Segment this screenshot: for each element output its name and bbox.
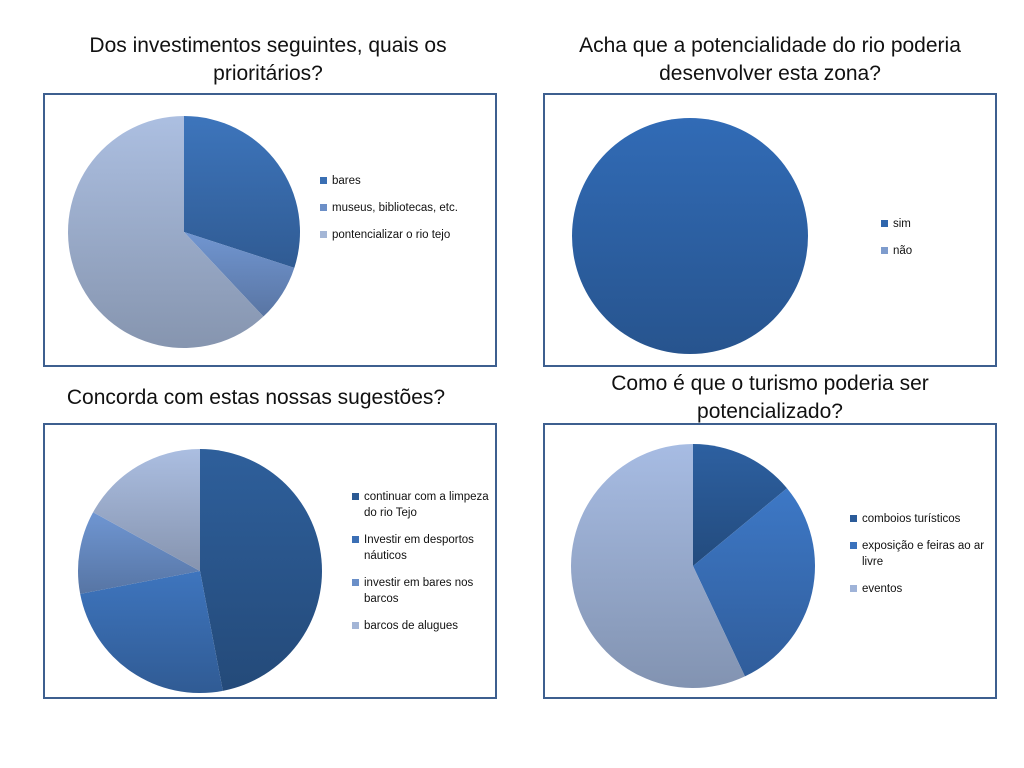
- chart-4-legend-swatch-3: [850, 585, 857, 592]
- chart-2-legend-item-2: não: [881, 243, 981, 259]
- chart-4-slice-2: [693, 488, 815, 677]
- chart-1-panel: bares museus, bibliotecas, etc. pontencial…: [43, 93, 497, 367]
- chart-2-pie: [572, 118, 808, 354]
- chart-1-legend-item-3: pontencializar o rio tejo: [320, 227, 470, 243]
- chart-1-title: Dos investimentos seguintes, quais os pr…: [89, 34, 447, 85]
- chart-3-legend-swatch-4: [352, 622, 359, 629]
- chart-4-legend-label-2: exposição e feiras ao ar livre: [862, 540, 985, 568]
- chart-4-legend-item-2: exposição e feiras ao ar livre: [850, 538, 990, 570]
- chart-3-slice-2: [80, 571, 223, 693]
- chart-3-legend-label-2: Investir em desportos náuticos: [364, 534, 474, 562]
- chart-1-legend-label-3: pontencializar o rio tejo: [332, 229, 451, 241]
- chart-2-panel: sim não: [543, 93, 997, 367]
- chart-3-legend-label-1: continuar com a limpeza do rio Tejo: [364, 491, 489, 519]
- chart-3-pie: [78, 449, 322, 693]
- chart-3-legend: continuar com a limpeza do rio Tejo Inves…: [352, 489, 497, 645]
- chart-4-legend-item-1: comboios turísticos: [850, 511, 990, 527]
- chart-3-slice-4: [93, 449, 200, 571]
- chart-1-legend-label-2: museus, bibliotecas, etc.: [332, 202, 458, 214]
- chart-3-legend-swatch-1: [352, 493, 359, 500]
- chart-2-slice-1: [572, 118, 808, 354]
- chart-3-legend-label-3: investir em bares nos barcos: [364, 577, 474, 605]
- chart-1-legend-item-1: bares: [320, 173, 470, 189]
- chart-2-legend-label-1: sim: [893, 218, 911, 230]
- chart-2-title: Acha que a potencialidade do rio poderia…: [579, 34, 961, 85]
- chart-1-legend-swatch-1: [320, 177, 327, 184]
- chart-2-legend-label-2: não: [893, 245, 913, 257]
- chart-1-legend-swatch-3: [320, 231, 327, 238]
- chart-2-legend: sim não: [881, 216, 981, 270]
- chart-1-legend-item-2: museus, bibliotecas, etc.: [320, 200, 470, 216]
- chart-4-legend-swatch-1: [850, 515, 857, 522]
- chart-3-legend-item-1: continuar com a limpeza do rio Tejo: [352, 489, 497, 521]
- chart-2-legend-item-1: sim: [881, 216, 981, 232]
- chart-3-legend-item-4: barcos de alugues: [352, 618, 497, 634]
- chart-3-panel: continuar com a limpeza do rio Tejo Inves…: [43, 423, 497, 699]
- chart-3-legend-item-3: investir em bares nos barcos: [352, 575, 497, 607]
- chart-2-legend-swatch-2: [881, 247, 888, 254]
- chart-4-legend-label-1: comboios turísticos: [862, 513, 961, 525]
- chart-1-legend-label-1: bares: [332, 175, 361, 187]
- chart-1-legend: bares museus, bibliotecas, etc. pontencial…: [320, 173, 470, 254]
- chart-3-title: Concorda com estas nossas sugestões?: [66, 386, 446, 409]
- chart-4-legend-item-3: eventos: [850, 581, 990, 597]
- chart-3-legend-item-2: Investir em desportos náuticos: [352, 532, 497, 564]
- chart-4-title: Como é que o turismo poderia ser potenci…: [611, 372, 929, 423]
- chart-1-pie: [68, 116, 300, 348]
- chart-1-slice-2: [184, 232, 295, 317]
- chart-3-legend-label-4: barcos de alugues: [364, 620, 458, 632]
- chart-4-legend-label-3: eventos: [862, 583, 903, 595]
- chart-4-panel: comboios turísticos exposição e feiras ao…: [543, 423, 997, 699]
- chart-3-slice-3: [78, 512, 200, 594]
- chart-4-slice-1: [693, 444, 788, 566]
- chart-3-legend-swatch-3: [352, 579, 359, 586]
- chart-1-slice-3: [68, 116, 264, 348]
- chart-1-legend-swatch-2: [320, 204, 327, 211]
- chart-3-legend-swatch-2: [352, 536, 359, 543]
- chart-4-slice-3: [571, 444, 745, 688]
- chart-2-legend-swatch-1: [881, 220, 888, 227]
- chart-4-pie: [571, 444, 815, 688]
- chart-4-legend-swatch-2: [850, 542, 857, 549]
- chart-4-legend: comboios turísticos exposição e feiras ao…: [850, 511, 990, 608]
- chart-1-slice-1: [184, 116, 300, 268]
- chart-3-slice-1: [200, 449, 322, 691]
